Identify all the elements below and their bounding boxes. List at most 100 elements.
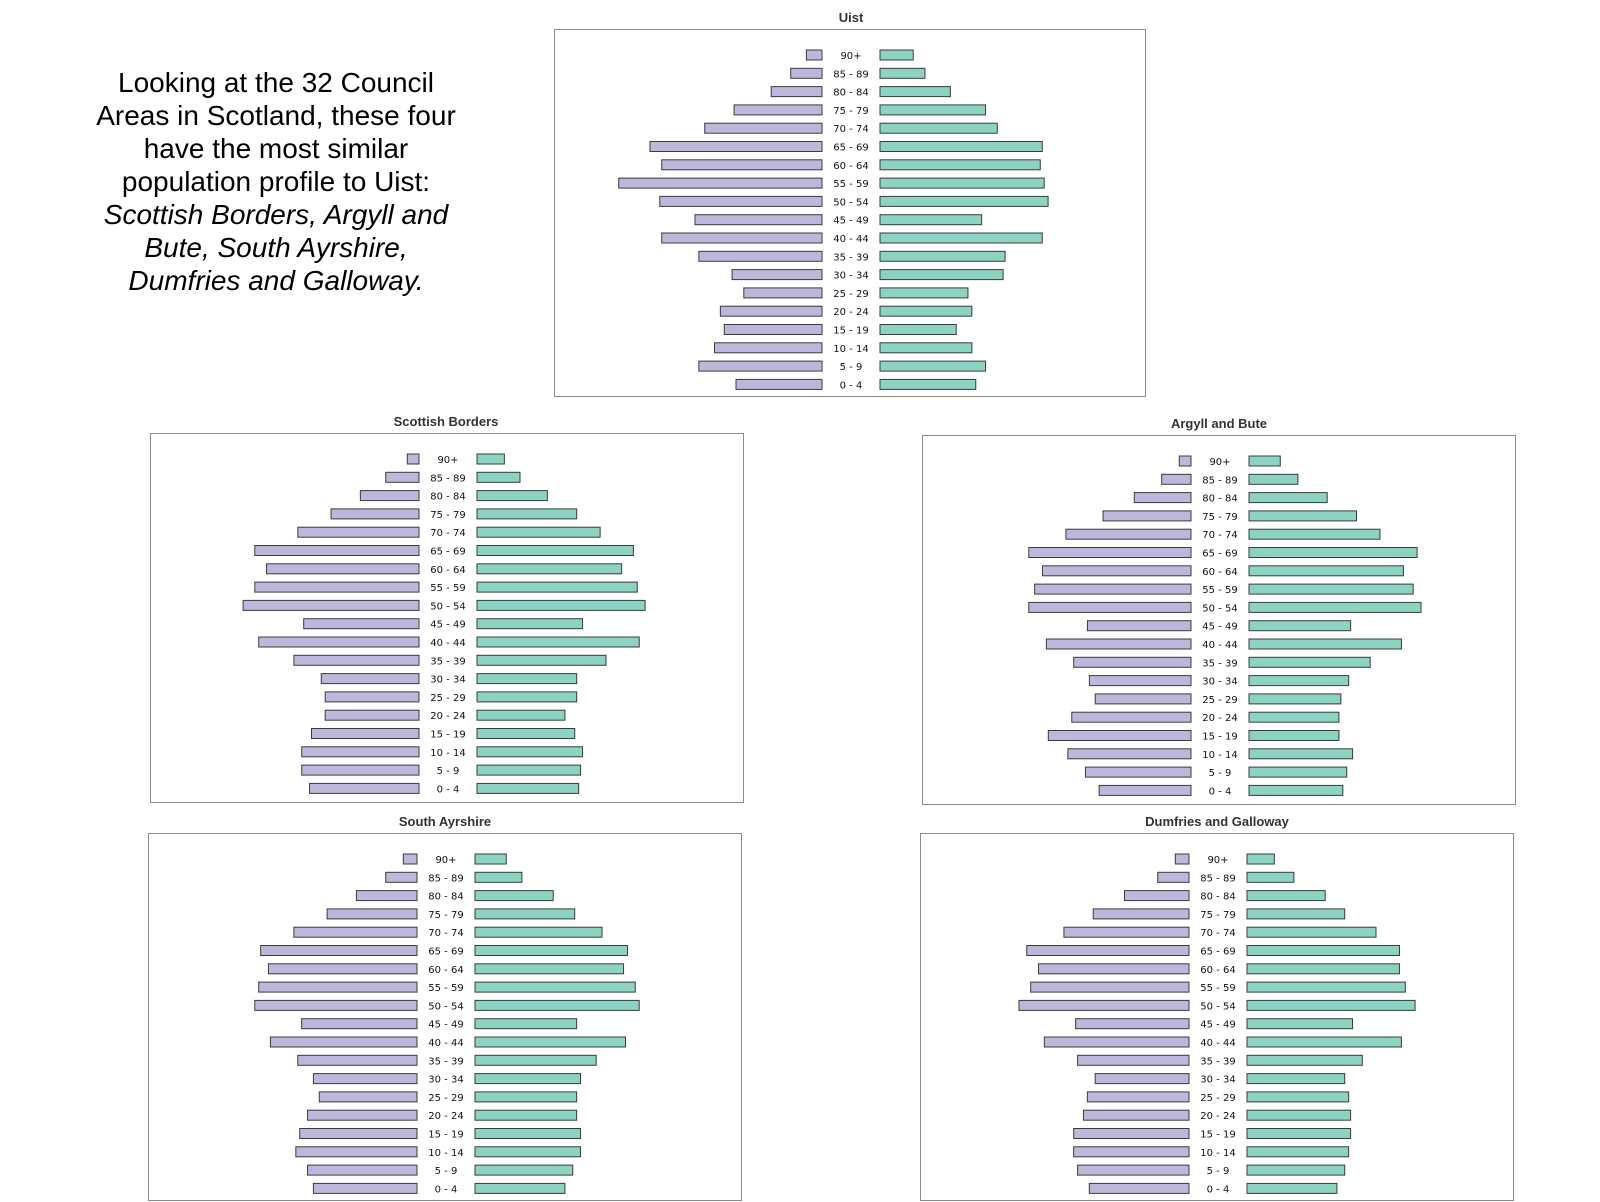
category-label: 40 - 44 xyxy=(1202,640,1237,651)
bar-left xyxy=(1174,853,1190,865)
bar-left xyxy=(1092,908,1190,920)
bar-right xyxy=(1248,510,1357,522)
pyramid-chart-dumfries-and-galloway: 90+ 85 - 89 80 - 84 75 - 79 70 - 74 65 - 69 60… xyxy=(920,833,1514,1201)
category-label: 30 - 34 xyxy=(1202,677,1237,688)
bar-left xyxy=(735,378,823,390)
bar-right xyxy=(1246,871,1295,883)
category-label: 20 - 24 xyxy=(833,307,868,318)
category-label: 40 - 44 xyxy=(1200,1038,1235,1049)
bar-right xyxy=(879,342,973,354)
category-label: 90+ xyxy=(437,455,458,466)
category-label: 15 - 19 xyxy=(428,1130,463,1141)
category-label: 45 - 49 xyxy=(1200,1020,1235,1031)
bar-right xyxy=(879,232,1043,244)
bar-left xyxy=(1077,1164,1190,1176)
category-label: 5 - 9 xyxy=(1207,1166,1230,1177)
bar-left xyxy=(385,471,420,483)
chart-title: South Ayrshire xyxy=(398,814,492,829)
bar-left xyxy=(1161,473,1192,485)
category-label: 60 - 64 xyxy=(430,565,465,576)
category-label: 75 - 79 xyxy=(1202,512,1237,523)
bar-left xyxy=(269,1036,418,1048)
bar-left xyxy=(297,1054,418,1066)
bar-right xyxy=(474,1109,578,1121)
bar-left xyxy=(254,545,420,556)
bar-right xyxy=(1246,981,1406,993)
category-label: 15 - 19 xyxy=(1202,732,1237,743)
bar-left xyxy=(743,287,823,299)
bar-right xyxy=(1248,565,1404,577)
bar-left xyxy=(309,782,420,794)
category-label: 5 - 9 xyxy=(435,1166,458,1177)
category-label: 70 - 74 xyxy=(430,528,465,539)
category-label: 20 - 24 xyxy=(428,1111,463,1122)
bar-left xyxy=(242,599,420,611)
bar-left xyxy=(661,232,823,244)
bar-left xyxy=(731,269,823,281)
category-label: 40 - 44 xyxy=(833,234,868,245)
bar-right xyxy=(1248,492,1328,504)
bar-left xyxy=(698,360,823,372)
bar-right xyxy=(476,782,580,794)
category-label: 20 - 24 xyxy=(430,711,465,722)
bar-right xyxy=(476,599,646,611)
category-label: 0 - 4 xyxy=(1209,786,1232,797)
category-label: 45 - 49 xyxy=(833,216,868,227)
category-label: 85 - 89 xyxy=(833,69,868,80)
bar-left xyxy=(1073,656,1192,668)
bar-right xyxy=(879,287,969,299)
category-label: 65 - 69 xyxy=(428,947,463,958)
bar-left xyxy=(618,177,823,189)
bar-left xyxy=(320,673,420,685)
category-label: 40 - 44 xyxy=(430,638,465,649)
bar-right xyxy=(476,508,578,520)
bar-left xyxy=(301,746,420,758)
bar-left xyxy=(307,1109,418,1121)
bar-right xyxy=(1248,711,1340,723)
bar-left xyxy=(719,305,823,317)
category-label: 10 - 14 xyxy=(1202,750,1237,761)
chart-title: Scottish Borders xyxy=(393,414,499,429)
bar-left xyxy=(1133,492,1192,504)
bar-right xyxy=(1248,730,1340,741)
bar-left xyxy=(1082,1109,1190,1121)
category-label: 15 - 19 xyxy=(430,730,465,741)
bar-left xyxy=(266,563,420,575)
category-label: 0 - 4 xyxy=(435,1184,458,1195)
bar-right xyxy=(476,654,607,666)
bar-right xyxy=(474,1164,574,1176)
bar-right xyxy=(474,1018,578,1030)
bar-right xyxy=(879,86,951,98)
bar-right xyxy=(1246,1036,1402,1048)
category-label: 45 - 49 xyxy=(1202,622,1237,633)
category-label: 0 - 4 xyxy=(840,380,863,391)
bar-left xyxy=(355,890,418,902)
bar-right xyxy=(1246,1054,1363,1066)
category-label: 5 - 9 xyxy=(840,362,863,373)
category-label: 60 - 64 xyxy=(428,965,463,976)
bar-right xyxy=(1248,547,1418,558)
bar-left xyxy=(1086,620,1192,632)
bar-right xyxy=(1246,1182,1338,1194)
bar-right xyxy=(879,141,1043,152)
bar-right xyxy=(474,1091,578,1103)
pyramid-chart-argyll-and-bute: 90+ 85 - 89 80 - 84 75 - 79 70 - 74 65 - 69 60… xyxy=(922,435,1516,805)
bar-left xyxy=(301,1018,418,1030)
bar-left xyxy=(1073,1128,1190,1139)
category-label: 90+ xyxy=(435,855,456,866)
bar-right xyxy=(879,214,983,226)
bar-right xyxy=(1248,473,1299,485)
bar-right xyxy=(474,945,628,956)
category-label: 15 - 19 xyxy=(1200,1130,1235,1141)
bar-left xyxy=(297,526,420,538)
bar-right xyxy=(1246,945,1400,956)
bar-right xyxy=(879,122,998,134)
bar-right xyxy=(1246,890,1326,902)
bar-left xyxy=(402,853,418,865)
category-label: 30 - 34 xyxy=(430,675,465,686)
bar-left xyxy=(1075,1018,1190,1030)
category-label: 85 - 89 xyxy=(1202,475,1237,486)
bar-right xyxy=(1246,1091,1350,1103)
bar-right xyxy=(476,453,505,465)
bar-left xyxy=(1034,583,1192,595)
